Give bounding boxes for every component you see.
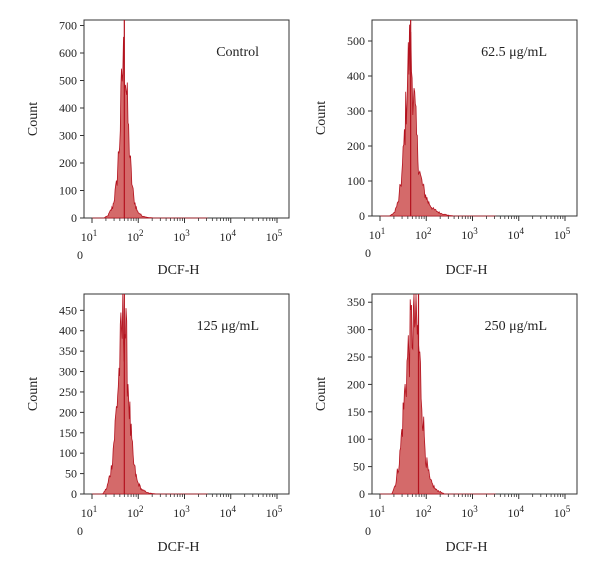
y-tick-label: 350: [347, 295, 365, 309]
x-origin-label: 0: [365, 524, 371, 538]
x-tick-label: 102: [127, 504, 144, 520]
condition-label: 62.5 μg/mL: [481, 45, 547, 60]
x-tick-label: 105: [266, 504, 283, 520]
y-axis-title: Count: [314, 101, 329, 135]
y-tick-label: 500: [59, 74, 77, 88]
y-tick-label: 0: [359, 487, 365, 501]
y-tick-label: 700: [59, 19, 77, 33]
x-tick-label: 101: [81, 228, 98, 244]
x-tick-label: 102: [415, 504, 432, 520]
y-tick-label: 150: [59, 426, 77, 440]
y-tick-label: 250: [347, 350, 365, 364]
y-tick-label: 200: [59, 405, 77, 419]
histogram-area: [92, 293, 208, 495]
x-origin-label: 0: [77, 248, 83, 262]
y-tick-label: 400: [59, 101, 77, 115]
y-tick-label: 350: [59, 344, 77, 358]
histogram-area: [92, 36, 208, 219]
y-tick-label: 300: [59, 129, 77, 143]
x-tick-label: 102: [415, 226, 432, 242]
y-axis-title: Count: [26, 377, 41, 411]
condition-label: 250 μg/mL: [485, 319, 547, 334]
condition-label: 125 μg/mL: [197, 319, 259, 334]
x-tick-label: 105: [554, 226, 571, 242]
x-tick-label: 102: [127, 228, 144, 244]
histogram-area: [380, 293, 496, 495]
x-tick-label: 104: [220, 228, 237, 244]
y-tick-label: 200: [59, 156, 77, 170]
x-tick-label: 104: [508, 226, 525, 242]
y-axis-title: Count: [314, 377, 329, 411]
histogram-area: [380, 24, 496, 217]
condition-label: Control: [216, 45, 259, 60]
y-tick-label: 200: [347, 139, 365, 153]
y-tick-label: 300: [59, 365, 77, 379]
x-tick-label: 103: [173, 504, 190, 520]
histogram-panel-1: 0 100 200 300 400 500 600 700 101 102 103 104 105 0 DC…: [26, 19, 290, 278]
y-tick-label: 100: [347, 432, 365, 446]
y-tick-label: 0: [71, 211, 77, 225]
x-tick-label: 103: [461, 226, 478, 242]
y-tick-label: 200: [347, 377, 365, 391]
x-tick-label: 103: [173, 228, 190, 244]
x-tick-label: 104: [220, 504, 237, 520]
y-tick-label: 50: [353, 460, 365, 474]
y-axis-title: Count: [26, 102, 41, 136]
y-tick-label: 100: [347, 174, 365, 188]
y-tick-label: 0: [71, 487, 77, 501]
y-tick-label: 150: [347, 405, 365, 419]
y-tick-label: 400: [347, 69, 365, 83]
x-tick-label: 101: [81, 504, 98, 520]
y-tick-label: 400: [59, 324, 77, 338]
histogram-panel-3: 0 50 100 150 200 250 300 350 400 450 101 102 103 104 1…: [26, 293, 290, 555]
x-tick-label: 104: [508, 504, 525, 520]
y-tick-label: 450: [59, 303, 77, 317]
x-origin-label: 0: [365, 246, 371, 260]
y-tick-label: 100: [59, 446, 77, 460]
y-tick-label: 0: [359, 209, 365, 223]
y-tick-label: 250: [59, 385, 77, 399]
y-tick-label: 300: [347, 323, 365, 337]
x-axis-title: DCF-H: [445, 263, 487, 278]
x-axis-title: DCF-H: [157, 263, 199, 278]
x-tick-label: 101: [369, 504, 386, 520]
y-tick-label: 300: [347, 104, 365, 118]
x-tick-label: 105: [554, 504, 571, 520]
y-tick-label: 500: [347, 34, 365, 48]
y-tick-label: 100: [59, 184, 77, 198]
histogram-panel-2: 0 100 200 300 400 500 101 102 103 104 105 0 DCF-H Cou…: [314, 19, 578, 278]
y-tick-label: 600: [59, 46, 77, 60]
x-origin-label: 0: [77, 524, 83, 538]
x-tick-label: 105: [266, 228, 283, 244]
x-axis-title: DCF-H: [445, 540, 487, 555]
x-tick-label: 103: [461, 504, 478, 520]
y-tick-label: 50: [65, 467, 77, 481]
histogram-panel-4: 0 50 100 150 200 250 300 350 101 102 103 104 105 0 DCF…: [314, 293, 578, 555]
x-axis-title: DCF-H: [157, 540, 199, 555]
x-tick-label: 101: [369, 226, 386, 242]
